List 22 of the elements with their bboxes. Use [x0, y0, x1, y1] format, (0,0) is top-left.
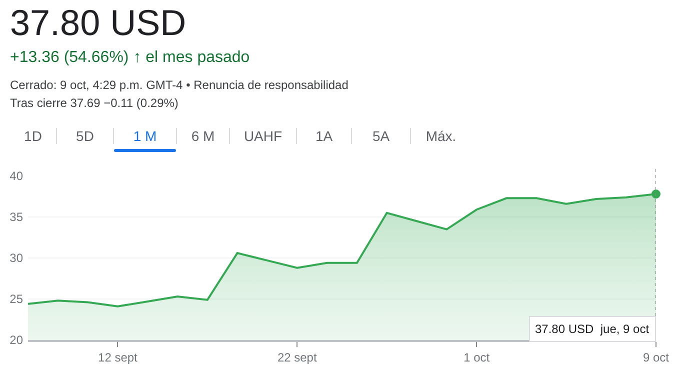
y-tick-label: 40 — [10, 169, 24, 184]
y-tick-label: 25 — [10, 292, 24, 306]
text: 1 M — [113, 128, 176, 144]
text: 5A — [351, 128, 410, 144]
y-tick-label: 30 — [10, 251, 24, 266]
chart-subtitle: +13.36 (54.66%) ↑ el mes pasado — [10, 49, 250, 67]
text: Máx. — [410, 128, 471, 144]
y-tick-label: 20 — [10, 333, 24, 348]
text: 1D — [23, 128, 43, 144]
x-tick-label: 22 sept — [277, 350, 318, 364]
y-tick-label: 35 — [10, 210, 24, 224]
text: Tras cierre 37.69 −0.11 (0.29%) — [10, 96, 178, 110]
x-tick-label: 9 oct — [642, 350, 670, 364]
text: UAHF — [229, 128, 296, 144]
text: 6 M — [176, 128, 229, 144]
text: 5D — [56, 128, 113, 144]
text: Cerrado: 9 oct, 4:29 p.m. GMT-4 • Renuncia de responsabilidad — [10, 78, 348, 92]
chart-title: 37.80 USD — [10, 2, 186, 44]
text: 1A — [296, 128, 351, 144]
x-tick-label: 12 sept — [98, 350, 138, 364]
x-tick-label: 1 oct — [464, 350, 490, 364]
annotation: 37.80 USD jue, 9 oct — [535, 322, 650, 336]
